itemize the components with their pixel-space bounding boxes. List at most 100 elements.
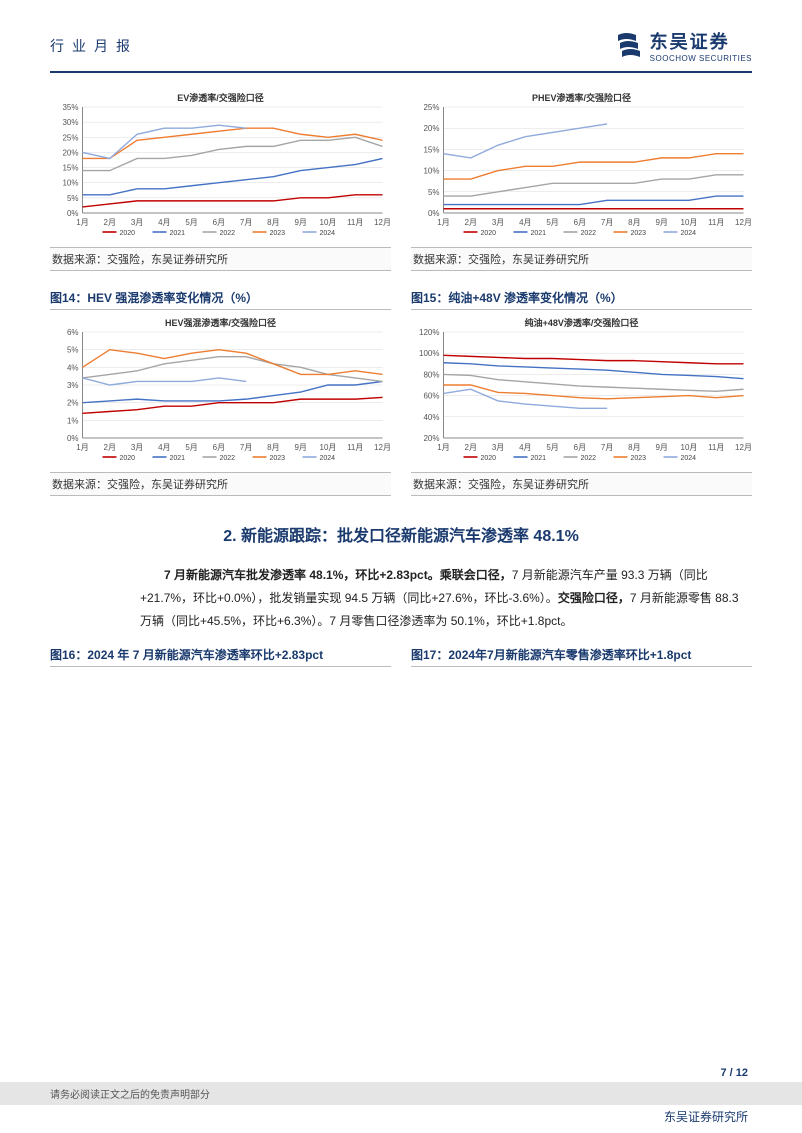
svg-text:6%: 6% — [67, 328, 79, 337]
svg-text:4月: 4月 — [158, 443, 170, 452]
svg-text:5%: 5% — [428, 188, 440, 197]
svg-text:HEV强混渗透率/交强险口径: HEV强混渗透率/交强险口径 — [165, 317, 276, 328]
svg-text:20%: 20% — [423, 124, 439, 133]
svg-text:3月: 3月 — [492, 218, 504, 227]
svg-text:9月: 9月 — [294, 443, 306, 452]
svg-text:15%: 15% — [62, 164, 78, 173]
svg-text:11月: 11月 — [708, 443, 724, 452]
report-type-label: 行业月报 — [50, 36, 138, 56]
svg-text:1月: 1月 — [437, 443, 449, 452]
svg-text:2021: 2021 — [170, 230, 186, 237]
svg-text:5%: 5% — [67, 194, 79, 203]
svg-text:10月: 10月 — [681, 443, 698, 452]
svg-text:2021: 2021 — [170, 455, 186, 462]
svg-text:8月: 8月 — [628, 443, 640, 452]
svg-text:11月: 11月 — [347, 443, 363, 452]
svg-text:100%: 100% — [419, 349, 439, 358]
svg-text:7月: 7月 — [240, 443, 252, 452]
svg-text:2023: 2023 — [631, 455, 647, 462]
svg-text:1月: 1月 — [76, 218, 88, 227]
svg-text:2%: 2% — [67, 399, 79, 408]
svg-text:12月: 12月 — [374, 218, 391, 227]
svg-text:PHEV渗透率/交强险口径: PHEV渗透率/交强险口径 — [532, 92, 631, 103]
mid-chart-row: HEV强混渗透率/交强险口径0%1%2%3%4%5%6%1月2月3月4月5月6月… — [50, 316, 752, 466]
svg-text:2020: 2020 — [120, 455, 136, 462]
svg-text:1%: 1% — [67, 416, 79, 425]
svg-text:25%: 25% — [423, 103, 439, 112]
svg-text:2024: 2024 — [681, 230, 697, 237]
svg-text:2020: 2020 — [120, 230, 136, 237]
chart-source-3: 数据来源：交强险，东吴证券研究所 — [50, 472, 391, 496]
svg-text:12月: 12月 — [735, 443, 752, 452]
fig17-title: 图17：2024年7月新能源汽车零售渗透率环比+1.8pct — [411, 646, 752, 667]
svg-text:9月: 9月 — [294, 218, 306, 227]
svg-text:2022: 2022 — [581, 455, 597, 462]
svg-text:60%: 60% — [423, 392, 439, 401]
section2-paragraph: 7 月新能源汽车批发渗透率 48.1%，环比+2.83pct。乘联会口径，7 月… — [50, 564, 752, 632]
svg-text:3月: 3月 — [131, 218, 143, 227]
para-lead1: 7 月新能源汽车批发渗透率 48.1%，环比+2.83pct。乘联会口径， — [164, 568, 512, 582]
chart-ev-penetration: EV渗透率/交强险口径0%5%10%15%20%25%30%35%1月2月3月4… — [50, 91, 391, 241]
svg-text:6月: 6月 — [574, 218, 586, 227]
svg-text:8月: 8月 — [628, 218, 640, 227]
svg-text:10月: 10月 — [681, 218, 698, 227]
top-chart-row: EV渗透率/交强险口径 0% 5% 10% 15% 20% 25% 30% 35% 1月 2月 3月 4… — [50, 91, 752, 241]
svg-text:6月: 6月 — [213, 218, 225, 227]
chart-source-2: 数据来源：交强险，东吴证券研究所 — [411, 247, 752, 271]
svg-text:2023: 2023 — [270, 230, 286, 237]
logo-icon — [614, 33, 644, 59]
svg-text:2022: 2022 — [581, 230, 597, 237]
svg-text:2021: 2021 — [531, 230, 547, 237]
svg-text:5月: 5月 — [185, 443, 197, 452]
svg-text:10%: 10% — [62, 179, 78, 188]
svg-text:30%: 30% — [62, 118, 78, 127]
svg-text:2021: 2021 — [531, 455, 547, 462]
svg-text:11月: 11月 — [708, 218, 724, 227]
svg-text:12月: 12月 — [735, 218, 752, 227]
svg-text:0%: 0% — [67, 209, 79, 218]
page-header: 行业月报 东吴证券 SOOCHOW SECURITIES — [50, 28, 752, 73]
svg-text:2月: 2月 — [104, 218, 116, 227]
svg-text:40%: 40% — [423, 413, 439, 422]
svg-text:6月: 6月 — [213, 443, 225, 452]
svg-text:3%: 3% — [67, 381, 79, 390]
svg-text:2024: 2024 — [320, 230, 336, 237]
svg-text:10月: 10月 — [320, 218, 337, 227]
svg-text:EV渗透率/交强险口径: EV渗透率/交强险口径 — [177, 92, 264, 103]
svg-text:0%: 0% — [428, 209, 440, 218]
svg-text:2月: 2月 — [465, 218, 477, 227]
fig16-title: 图16：2024 年 7 月新能源汽车渗透率环比+2.83pct — [50, 646, 391, 667]
svg-text:2月: 2月 — [104, 443, 116, 452]
svg-text:80%: 80% — [423, 370, 439, 379]
svg-text:35%: 35% — [62, 103, 78, 112]
svg-text:4月: 4月 — [519, 218, 531, 227]
svg-text:10%: 10% — [423, 167, 439, 176]
chart-hev-penetration: HEV强混渗透率/交强险口径0%1%2%3%4%5%6%1月2月3月4月5月6月… — [50, 316, 391, 466]
svg-text:12月: 12月 — [374, 443, 391, 452]
svg-text:2月: 2月 — [465, 443, 477, 452]
svg-text:0%: 0% — [67, 434, 79, 443]
svg-text:2022: 2022 — [220, 455, 236, 462]
svg-text:7月: 7月 — [601, 443, 613, 452]
chart-oil48v-penetration: 纯油+48V渗透率/交强险口径20%40%60%80%100%120%1月2月3… — [411, 316, 752, 466]
svg-text:2023: 2023 — [270, 455, 286, 462]
svg-text:8月: 8月 — [267, 443, 279, 452]
svg-text:4月: 4月 — [519, 443, 531, 452]
svg-text:5月: 5月 — [546, 443, 558, 452]
svg-text:120%: 120% — [419, 328, 439, 337]
svg-text:9月: 9月 — [655, 218, 667, 227]
chart-source-1: 数据来源：交强险，东吴证券研究所 — [50, 247, 391, 271]
chart-source-4: 数据来源：交强险，东吴证券研究所 — [411, 472, 752, 496]
svg-text:2024: 2024 — [320, 455, 336, 462]
svg-text:9月: 9月 — [655, 443, 667, 452]
svg-text:20%: 20% — [62, 148, 78, 157]
footer-brand: 东吴证券研究所 — [664, 1108, 748, 1125]
svg-text:2024: 2024 — [681, 455, 697, 462]
svg-text:2020: 2020 — [481, 455, 497, 462]
svg-text:8月: 8月 — [267, 218, 279, 227]
svg-text:6月: 6月 — [574, 443, 586, 452]
svg-text:5月: 5月 — [185, 218, 197, 227]
svg-text:2023: 2023 — [631, 230, 647, 237]
page-number: 7 / 12 — [720, 1067, 748, 1079]
svg-text:4月: 4月 — [158, 218, 170, 227]
